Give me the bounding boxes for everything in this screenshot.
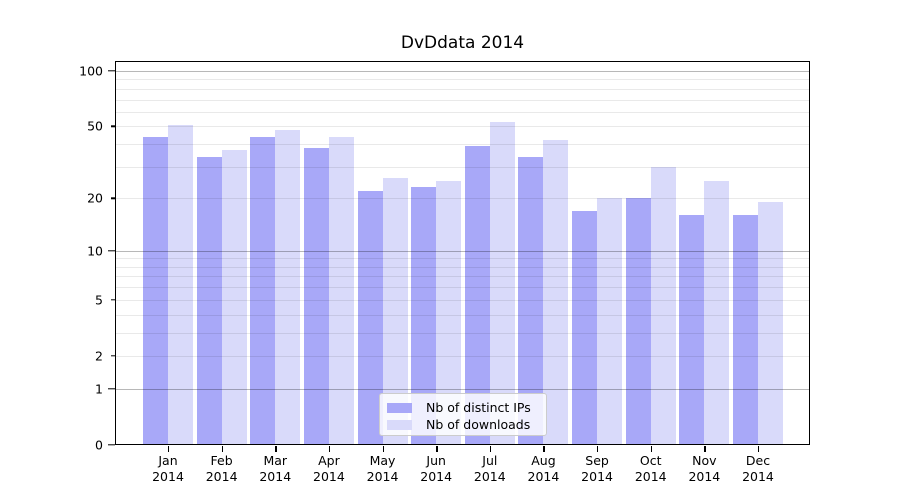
- x-tick-label-nov: Nov 2014: [688, 453, 721, 484]
- bar-downloads-jan: [168, 124, 193, 445]
- y-tick-label-50: 50: [87, 118, 103, 134]
- y-tick-mark-20: [111, 197, 115, 199]
- y-tick-label-100: 100: [79, 63, 103, 79]
- y-tick-label-2: 2: [95, 348, 103, 364]
- x-tick-label-oct: Oct 2014: [634, 453, 667, 484]
- y-tick-mark-2: [111, 355, 115, 357]
- y-gridline-40: [115, 144, 810, 146]
- bar-downloads-jul: [489, 121, 515, 445]
- x-tick-label-aug: Aug 2014: [527, 453, 560, 484]
- bar-downloads-feb: [221, 150, 247, 445]
- y-gridline-2: [115, 355, 810, 357]
- bar-distinct-ips-feb: [196, 156, 222, 445]
- bar-distinct-ips-jan: [143, 136, 168, 445]
- x-tick-mark-oct: [650, 446, 653, 452]
- y-gridline-5: [115, 299, 810, 301]
- bar-distinct-ips-mar: [250, 136, 276, 445]
- legend-swatch-distinct-ips: [387, 402, 412, 413]
- bar-downloads-mar: [275, 129, 301, 445]
- bar-distinct-ips-apr: [303, 148, 329, 445]
- y-gridline-10: [115, 250, 810, 252]
- legend-swatch-downloads: [387, 419, 412, 430]
- bar-distinct-ips-dec: [732, 215, 758, 445]
- legend-label-distinct-ips: Nb of distinct IPs: [426, 400, 531, 415]
- x-tick-label-dec: Dec 2014: [742, 453, 774, 484]
- legend-label-downloads: Nb of downloads: [426, 417, 531, 432]
- y-gridline-30: [115, 166, 810, 168]
- bar-downloads-apr: [328, 136, 354, 445]
- y-tick-label-1: 1: [95, 381, 103, 397]
- x-tick-label-jun: Jun 2014: [420, 453, 453, 484]
- y-gridline-3: [115, 332, 810, 334]
- y-gridline-4: [115, 314, 810, 316]
- y-tick-mark-5: [111, 299, 115, 301]
- y-gridline-8: [115, 266, 810, 268]
- y-gridline-1: [115, 388, 810, 390]
- bar-distinct-ips-oct: [625, 198, 651, 445]
- legend: Nb of distinct IPs Nb of downloads: [379, 393, 547, 436]
- x-tick-label-sep: Sep 2014: [581, 453, 613, 484]
- bar-distinct-ips-nov: [679, 215, 705, 445]
- x-tick-mark-apr: [328, 446, 331, 452]
- y-tick-label-0: 0: [95, 437, 103, 453]
- bar-downloads-sep: [597, 198, 623, 445]
- x-tick-mark-jan: [168, 446, 170, 452]
- x-tick-mark-sep: [597, 446, 599, 452]
- x-tick-mark-mar: [275, 446, 277, 452]
- chart-title: DvDdata 2014: [400, 33, 525, 53]
- y-gridline-80: [115, 88, 810, 90]
- x-tick-label-apr: Apr 2014: [313, 453, 345, 484]
- bar-downloads-aug: [543, 140, 569, 445]
- bar-downloads-nov: [704, 180, 730, 445]
- gridlines-layer: [115, 61, 810, 445]
- y-tick-mark-10: [108, 249, 115, 252]
- y-gridline-6: [115, 287, 810, 289]
- legend-item-downloads: Nb of downloads: [387, 416, 538, 433]
- y-gridline-70: [115, 99, 810, 101]
- bar-downloads-dec: [757, 202, 783, 445]
- bar-downloads-oct: [650, 166, 676, 445]
- bar-distinct-ips-sep: [572, 210, 598, 445]
- legend-item-distinct-ips: Nb of distinct IPs: [387, 399, 538, 416]
- x-tick-label-may: May 2014: [366, 453, 399, 484]
- y-tick-mark-0: [108, 444, 115, 446]
- y-tick-label-5: 5: [95, 292, 103, 308]
- x-tick-mark-may: [382, 446, 384, 452]
- x-tick-label-feb: Feb 2014: [205, 453, 238, 484]
- x-tick-mark-nov: [704, 446, 706, 452]
- y-gridline-20: [115, 198, 810, 200]
- y-gridline-7: [115, 276, 810, 278]
- y-gridline-60: [115, 111, 810, 113]
- x-tick-label-jan: Jan 2014: [152, 453, 184, 484]
- y-tick-label-10: 10: [87, 243, 103, 259]
- x-tick-mark-jul: [489, 446, 492, 452]
- y-tick-mark-100: [108, 70, 115, 72]
- y-gridline-100: [115, 71, 810, 72]
- y-gridline-9: [115, 258, 810, 260]
- bar-distinct-ips-may: [357, 190, 383, 445]
- y-gridline-90: [115, 79, 810, 81]
- y-tick-mark-50: [111, 125, 115, 128]
- x-tick-mark-jun: [436, 446, 438, 452]
- x-tick-mark-dec: [757, 446, 760, 452]
- y-gridline-50: [115, 126, 810, 128]
- plot-area: [115, 61, 810, 445]
- x-tick-mark-feb: [221, 446, 224, 452]
- x-tick-mark-aug: [543, 446, 545, 452]
- x-tick-label-mar: Mar 2014: [259, 453, 292, 484]
- y-tick-mark-1: [108, 388, 115, 390]
- y-tick-label-20: 20: [87, 190, 103, 206]
- x-tick-label-jul: Jul 2014: [473, 453, 506, 484]
